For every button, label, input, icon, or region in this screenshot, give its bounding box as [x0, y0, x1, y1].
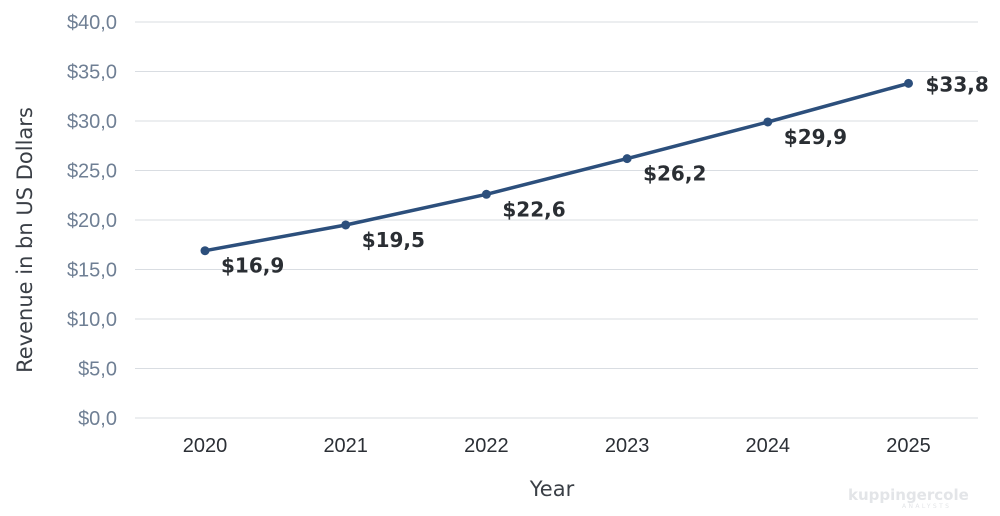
x-axis-title: Year [529, 477, 575, 501]
y-tick-label: $0,0 [78, 408, 117, 430]
data-labels: $16,9 $19,5 $22,6 $26,2 $29,9 $33,8 [221, 72, 989, 277]
x-tick-label: 2022 [464, 435, 509, 457]
data-point [481, 189, 491, 199]
y-tick-label: $15,0 [67, 260, 117, 282]
data-label: $29,9 [784, 125, 847, 149]
watermark-brand: kuppingercole [848, 486, 969, 504]
x-tick-label: 2020 [183, 435, 228, 457]
y-axis-ticks: $0,0 $5,0 $10,0 $15,0 $20,0 $25,0 $30,0 $35,0 $4… [67, 12, 117, 430]
data-label: $19,5 [362, 228, 425, 252]
y-tick-label: $10,0 [67, 309, 117, 331]
x-tick-label: 2024 [746, 435, 791, 457]
data-point [200, 246, 210, 256]
kuppingercole-watermark: kuppingercole ANALYSTS [848, 486, 969, 510]
x-tick-label: 2025 [886, 435, 931, 457]
y-tick-label: $35,0 [67, 62, 117, 84]
y-tick-label: $40,0 [67, 12, 117, 34]
y-axis-title: Revenue in bn US Dollars [13, 107, 37, 373]
data-point [341, 220, 351, 230]
watermark-subtext: ANALYSTS [902, 503, 951, 510]
data-label: $33,8 [926, 72, 989, 96]
y-tick-label: $30,0 [67, 111, 117, 133]
data-label: $22,6 [502, 197, 565, 221]
data-label: $26,2 [643, 162, 706, 186]
series [200, 78, 913, 256]
data-point [763, 117, 773, 127]
data-label: $16,9 [221, 254, 284, 278]
series-line [203, 81, 911, 253]
data-point [904, 78, 913, 88]
x-tick-label: 2021 [323, 435, 368, 457]
x-tick-label: 2023 [605, 435, 650, 457]
gridlines [135, 21, 978, 419]
data-point [622, 154, 632, 164]
x-axis-ticks: 2020 2021 2022 2023 2024 2025 [183, 435, 931, 457]
y-tick-label: $5,0 [78, 359, 117, 381]
y-tick-label: $20,0 [67, 210, 117, 232]
y-tick-label: $25,0 [67, 161, 117, 183]
